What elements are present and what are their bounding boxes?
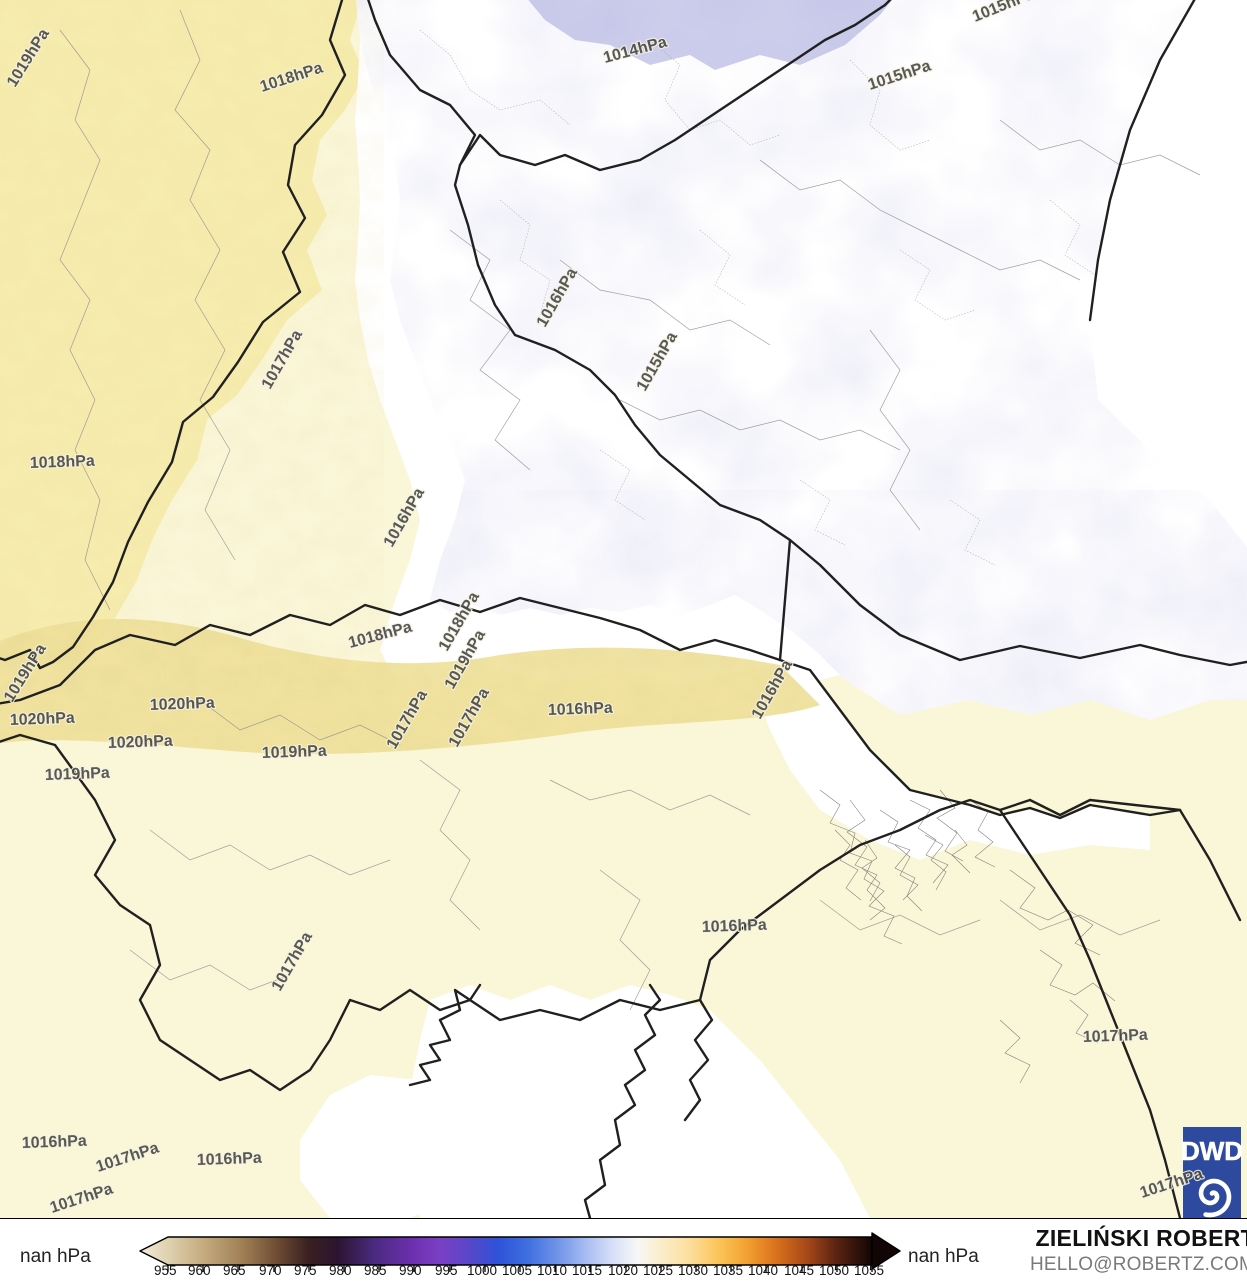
svg-text:1017hPa: 1017hPa <box>1083 1027 1149 1046</box>
svg-text:1019hPa: 1019hPa <box>45 765 111 784</box>
svg-text:1020hPa: 1020hPa <box>108 733 174 752</box>
svg-text:1016hPa: 1016hPa <box>22 1133 88 1152</box>
svg-text:1016hPa: 1016hPa <box>702 917 768 936</box>
svg-text:DWD: DWD <box>1181 1136 1243 1166</box>
svg-text:1016hPa: 1016hPa <box>197 1150 263 1169</box>
svg-text:1016hPa: 1016hPa <box>548 700 614 719</box>
svg-text:1019hPa: 1019hPa <box>262 743 328 762</box>
svg-text:1020hPa: 1020hPa <box>150 695 216 714</box>
svg-text:1018hPa: 1018hPa <box>30 453 96 472</box>
svg-text:1020hPa: 1020hPa <box>10 710 76 729</box>
